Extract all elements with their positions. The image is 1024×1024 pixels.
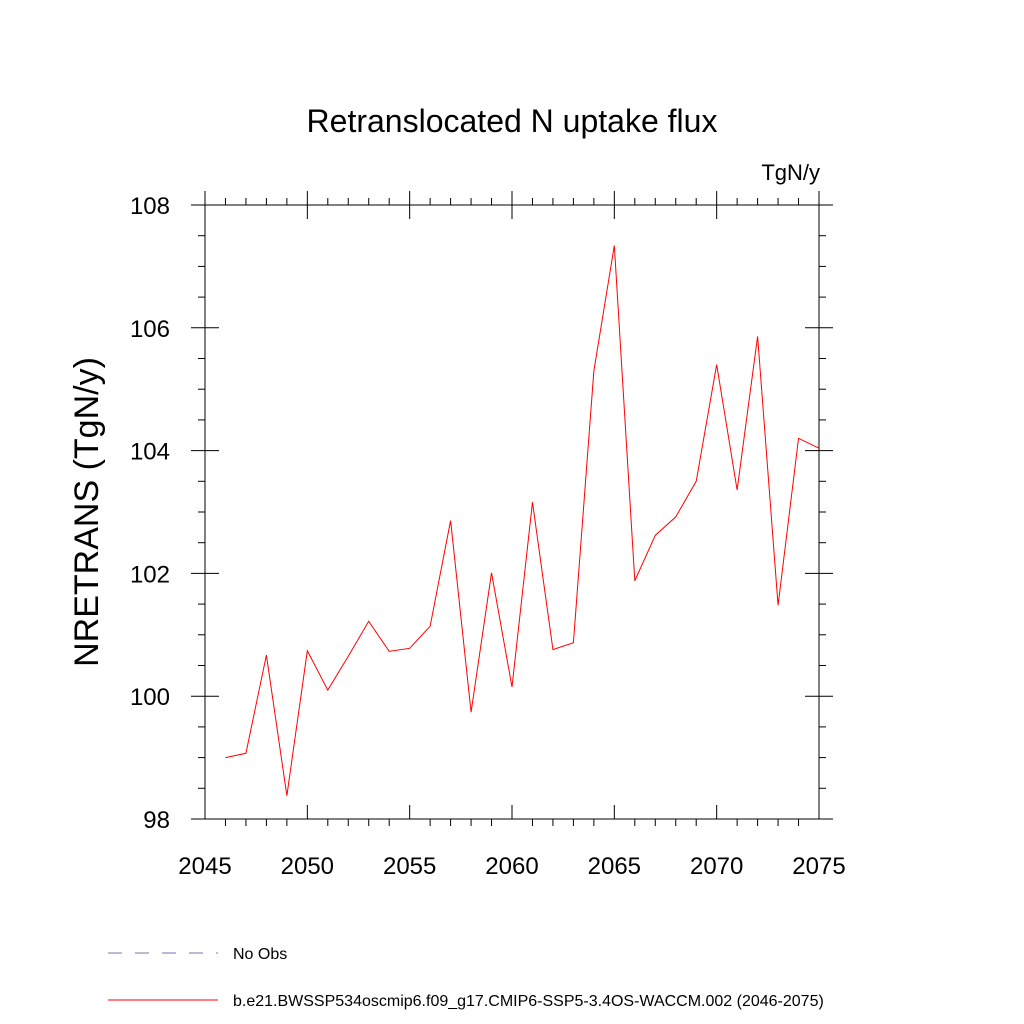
x-tick-label: 2045 <box>178 853 231 880</box>
x-tick-label: 2075 <box>792 853 845 880</box>
y-tick-label: 98 <box>143 807 170 834</box>
chart-title: Retranslocated N uptake flux <box>307 103 718 139</box>
y-tick-label: 104 <box>130 439 170 466</box>
y-tick-label: 100 <box>130 684 170 711</box>
y-tick-label: 108 <box>130 193 170 220</box>
units-label: TgN/y <box>761 160 820 185</box>
y-axis-label: NRETRANS (TgN/y) <box>68 357 106 667</box>
series-line <box>225 245 820 796</box>
legend-label-model: b.e21.BWSSP534oscmip6.f09_g17.CMIP6-SSP5… <box>233 993 824 1010</box>
x-tick-label: 2050 <box>281 853 334 880</box>
x-tick-label: 2065 <box>588 853 641 880</box>
series-layer <box>225 245 820 796</box>
legend-label-no-obs: No Obs <box>233 946 287 963</box>
y-tick-label: 102 <box>130 561 170 588</box>
plot-frame <box>204 204 820 820</box>
x-tick-label: 2060 <box>485 853 538 880</box>
x-tick-label: 2070 <box>690 853 743 880</box>
axis-ticks <box>191 191 833 826</box>
y-tick-label: 106 <box>130 316 170 343</box>
legend: No Obs b.e21.BWSSP534oscmip6.f09_g17.CMI… <box>108 946 824 1010</box>
axis-tick-labels: 2045 2050 2055 2060 2065 2070 2075 98 100 102 104 1… <box>130 193 846 880</box>
x-tick-label: 2055 <box>383 853 436 880</box>
